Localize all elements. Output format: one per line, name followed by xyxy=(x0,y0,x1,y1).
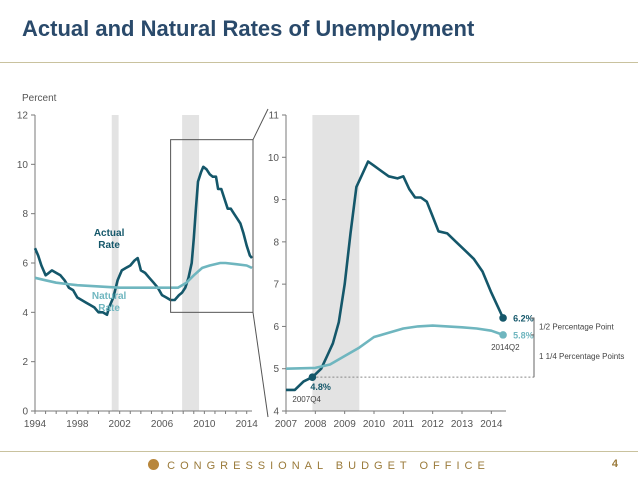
zoom-x-tick-label: 2014 xyxy=(480,419,503,430)
zoom-y-tick-label: 11 xyxy=(269,111,280,122)
title-divider xyxy=(0,62,638,63)
slide-title: Actual and Natural Rates of Unemployment xyxy=(22,16,475,41)
bracket-label-half-point: 1/2 Percentage Point xyxy=(539,322,614,331)
actual-rate-label-line2: Rate xyxy=(98,240,120,251)
overview-x-tick-label: 2002 xyxy=(109,419,132,430)
footer-text: CONGRESSIONAL BUDGET OFFICE xyxy=(167,460,490,472)
chart-canvas: 0 2 4 6 8 10 12 1994 1998 2002 2006 2010 2014 4 5 6 7 8 9 1… xyxy=(17,93,625,430)
overview-y-tick-label: 6 xyxy=(22,259,28,270)
overview-natural-rate-line xyxy=(34,261,253,289)
marker-label-actual-end: 6.2% xyxy=(513,313,534,323)
zoom-actual-rate-line xyxy=(286,160,505,392)
overview-y-tick-label: 10 xyxy=(17,160,29,171)
overview-x-tick-label: 2006 xyxy=(151,419,174,430)
zoom-connector-top xyxy=(252,108,269,140)
overview-y-tick-label: 4 xyxy=(22,308,28,319)
zoom-natural-rate-line xyxy=(285,324,504,370)
zoom-y-tick-label: 10 xyxy=(268,153,280,164)
overview-x-tick-label: 2010 xyxy=(193,419,216,430)
zoom-y-tick-label: 7 xyxy=(273,280,279,291)
actual-rate-label: Actual xyxy=(94,228,125,239)
overview-y-tick-label: 2 xyxy=(22,357,28,368)
zoom-x-tick-label: 2008 xyxy=(304,419,327,430)
marker-sublabel-start: 2007Q4 xyxy=(292,395,321,404)
bracket-label-full-point: 1 1/4 Percentage Points xyxy=(539,352,624,361)
overview-actual-rate-line xyxy=(33,165,253,317)
bracket-half-point xyxy=(531,317,535,336)
zoom-connector-bottom xyxy=(252,312,269,418)
zoom-box xyxy=(170,139,254,313)
zoom-y-tick-label: 5 xyxy=(273,364,279,375)
natural-rate-label: Natural xyxy=(92,291,127,302)
overview-y-tick-label: 12 xyxy=(17,111,29,122)
marker-label-start: 4.8% xyxy=(310,382,331,392)
zoom-x-tick-label: 2013 xyxy=(451,419,474,430)
page-number: 4 xyxy=(611,458,618,470)
footer-brand: CONGRESSIONAL BUDGET OFFICE xyxy=(0,459,638,472)
zoom-y-tick-label: 8 xyxy=(273,237,279,248)
zoom-x-tick-label: 2012 xyxy=(422,419,445,430)
natural-rate-label-line2: Rate xyxy=(98,303,120,314)
zoom-x-tick-label: 2007 xyxy=(275,419,298,430)
zoom-x-tick-label: 2011 xyxy=(393,419,415,430)
overview-y-tick-label: 0 xyxy=(22,407,28,418)
zoom-y-tick-label: 4 xyxy=(273,407,279,418)
overview-x-tick-label: 1998 xyxy=(66,419,89,430)
marker-sublabel-end: 2014Q2 xyxy=(491,343,520,352)
footer-divider xyxy=(0,451,638,452)
marker-point-0 xyxy=(308,373,317,381)
zoom-x-tick-label: 2009 xyxy=(334,419,357,430)
overview-x-tick-label: 2014 xyxy=(236,419,259,430)
zoom-x-tick-label: 2010 xyxy=(363,419,386,430)
marker-point-1 xyxy=(499,314,507,322)
zoom-y-tick-label: 6 xyxy=(273,322,279,333)
overview-y-tick-label: 8 xyxy=(22,209,28,220)
marker-point-2 xyxy=(499,331,507,339)
marker-label-natural-end: 5.8% xyxy=(513,330,534,340)
overview-x-tick-label: 1994 xyxy=(24,419,47,430)
overview-y-axis-title: Percent xyxy=(22,93,57,104)
zoom-y-tick-label: 9 xyxy=(273,195,279,206)
overview-recession-band-0 xyxy=(111,115,119,411)
cbo-logo-icon xyxy=(148,459,160,470)
